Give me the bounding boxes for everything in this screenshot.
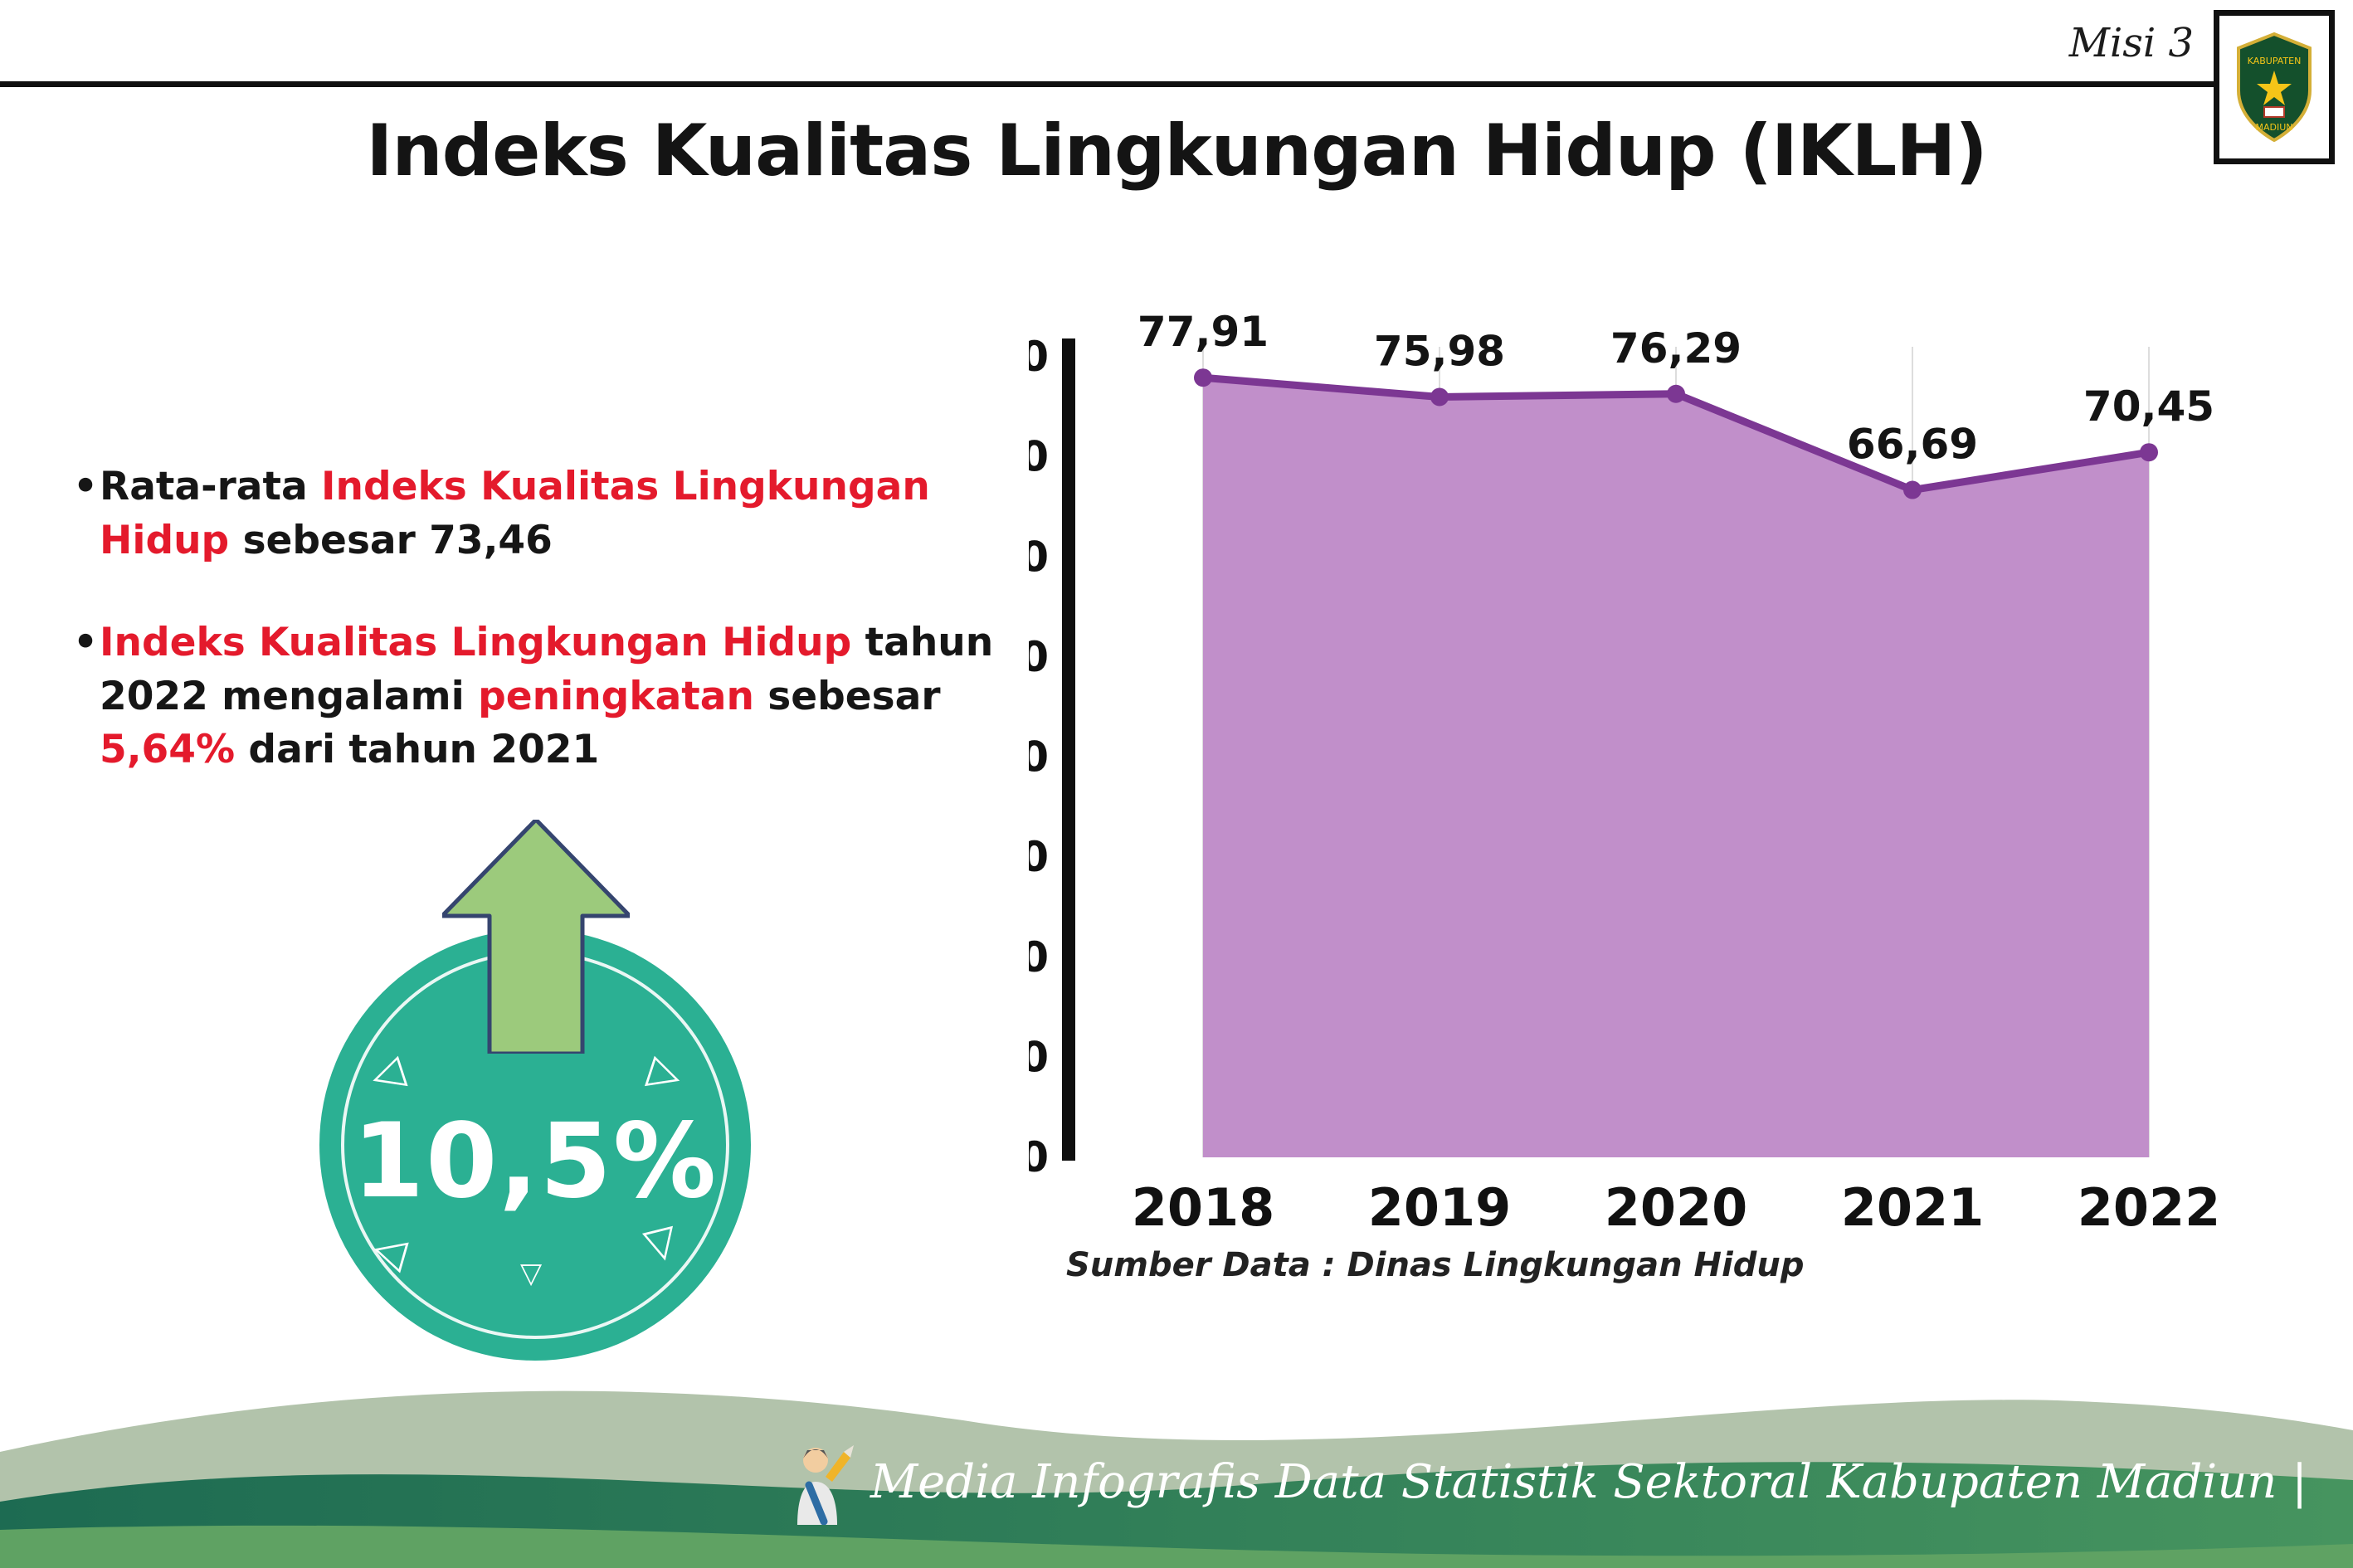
- triangle-decoration-icon: ▽: [520, 1257, 543, 1290]
- key-points: Rata-rata Indeks Kualitas Lingkungan Hid…: [73, 460, 994, 825]
- mascot-icon: [797, 1445, 854, 1525]
- bullet1-tail: sebesar 73,46: [229, 517, 553, 563]
- bullet2-highlight-2: peningkatan: [478, 673, 754, 719]
- bullet2-highlight-3: 5,64%: [100, 727, 236, 773]
- svg-text:2021: 2021: [1841, 1177, 1985, 1238]
- svg-text:2022: 2022: [2078, 1177, 2221, 1238]
- svg-text:MADIUN: MADIUN: [2255, 122, 2292, 133]
- svg-text:70,45: 70,45: [2083, 382, 2214, 431]
- svg-text:30: 30: [1029, 833, 1049, 881]
- svg-text:0: 0: [1029, 1133, 1049, 1181]
- bullet1-text: Rata-rata: [100, 464, 322, 509]
- svg-text:77,91: 77,91: [1138, 308, 1269, 356]
- footer-credit: Media Infografis Data Statistik Sektoral…: [787, 1439, 2307, 1525]
- misi-label: Misi 3: [2068, 20, 2194, 66]
- footer-wave-decoration: [0, 1390, 2353, 1568]
- svg-text:80: 80: [1029, 333, 1049, 381]
- page-title: Indeks Kualitas Lingkungan Hidup (IKLH): [366, 110, 1987, 192]
- up-arrow-icon: [442, 820, 630, 1054]
- svg-text:10: 10: [1029, 1033, 1049, 1081]
- bullet-increase-2022: Indeks Kualitas Lingkungan Hidup tahun 2…: [73, 616, 994, 778]
- svg-text:66,69: 66,69: [1847, 421, 1978, 469]
- chart-canvas: 0 10 20 30 40 50 60 70 80 2018 2019 2020 2021 2022 77,…: [1029, 308, 2221, 1238]
- svg-text:70: 70: [1029, 433, 1049, 481]
- svg-text:40: 40: [1029, 733, 1049, 782]
- bullet2-highlight-1: Indeks Kualitas Lingkungan Hidup: [100, 619, 852, 665]
- bullet2-text-3: dari tahun 2021: [235, 727, 600, 773]
- bullet2-text-1: tahun 2022 mengalami: [100, 619, 994, 719]
- kabupaten-madiun-logo: KABUPATEN MADIUN: [2214, 10, 2335, 164]
- iklh-area-chart: 0 10 20 30 40 50 60 70 80 2018 2019 2020 2021 2022 77,…: [1029, 290, 2273, 1286]
- svg-text:50: 50: [1029, 633, 1049, 681]
- svg-text:KABUPATEN: KABUPATEN: [2248, 56, 2302, 66]
- svg-text:2019: 2019: [1368, 1177, 1512, 1238]
- bullet-average-iklh: Rata-rata Indeks Kualitas Lingkungan Hid…: [73, 460, 994, 568]
- footer-credit-text: Media Infografis Data Statistik Sektoral…: [870, 1454, 2307, 1509]
- logo-shield-icon: KABUPATEN MADIUN: [2237, 32, 2312, 143]
- svg-text:20: 20: [1029, 933, 1049, 981]
- svg-text:2020: 2020: [1605, 1177, 1748, 1238]
- bullet1-highlight: Indeks Kualitas Lingkungan Hidup: [100, 464, 930, 563]
- chart-source: Sumber Data : Dinas Lingkungan Hidup: [1066, 1246, 1805, 1284]
- percent-badge: ◁ ▷ ◁ ▽ ▽ 10,5%: [319, 820, 751, 1361]
- svg-text:75,98: 75,98: [1374, 327, 1505, 375]
- svg-text:76,29: 76,29: [1610, 324, 1742, 373]
- svg-text:60: 60: [1029, 533, 1049, 581]
- header-rule: [0, 81, 2219, 87]
- badge-percent-value: 10,5%: [352, 1102, 719, 1221]
- bullet2-text-2: sebesar: [753, 673, 941, 719]
- svg-text:2018: 2018: [1132, 1177, 1275, 1238]
